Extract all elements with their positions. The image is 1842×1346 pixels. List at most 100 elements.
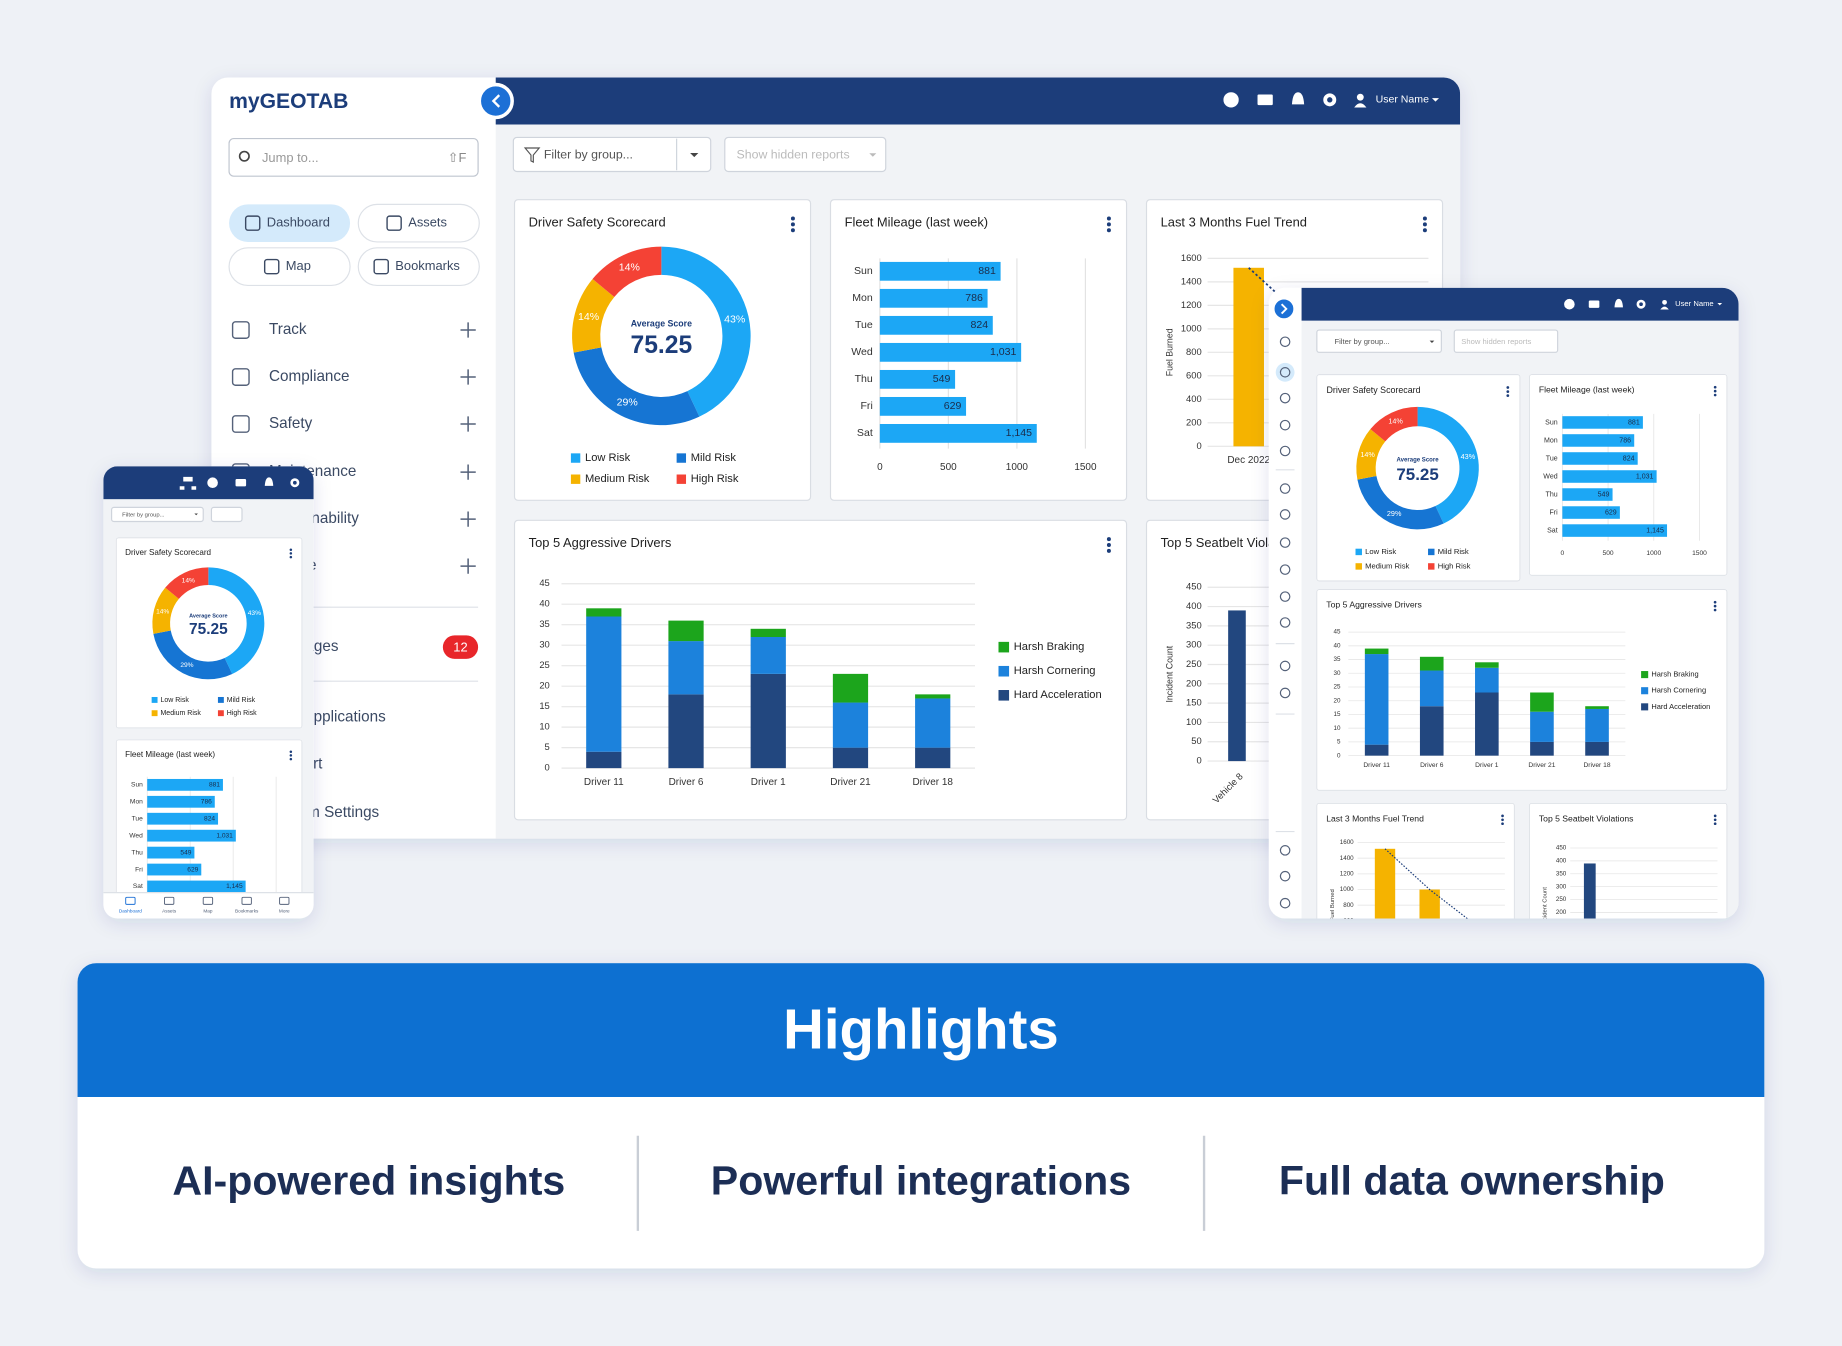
nav-icon[interactable] (241, 896, 252, 905)
notification-icon[interactable] (264, 477, 274, 486)
menu-item[interactable]: Compliance (269, 368, 350, 385)
nav-icon[interactable] (1279, 336, 1291, 348)
more-menu-dot[interactable] (1713, 604, 1717, 608)
nav-label[interactable]: Bookmarks (235, 909, 259, 914)
more-menu-dot[interactable] (1422, 222, 1427, 227)
more-menu-dot[interactable] (1501, 814, 1504, 818)
expand-icon[interactable] (460, 322, 476, 338)
filter-box[interactable] (512, 136, 712, 173)
more-menu-dot[interactable] (1106, 216, 1111, 221)
expand-button[interactable] (1272, 297, 1296, 321)
user-name[interactable]: User Name (1376, 94, 1430, 106)
settings-icon[interactable] (1323, 93, 1337, 107)
nav-icon[interactable] (1279, 591, 1291, 602)
nav-icon[interactable] (1279, 392, 1291, 404)
nav-icon[interactable] (1279, 845, 1291, 856)
user-icon[interactable] (1662, 299, 1667, 305)
hidden-reports-box[interactable] (724, 136, 887, 173)
more-menu-dot[interactable] (1506, 386, 1510, 389)
nav-icon[interactable] (1279, 564, 1291, 575)
more-menu-dot[interactable] (1713, 600, 1717, 604)
more-menu-dot[interactable] (1713, 393, 1717, 397)
help-icon[interactable] (207, 477, 218, 489)
more-menu-dot[interactable] (790, 222, 795, 227)
collapse-button[interactable] (477, 82, 514, 120)
help-icon[interactable] (1564, 298, 1575, 310)
y-tick-label: Mon (1544, 437, 1558, 444)
nav-icon[interactable] (1279, 687, 1291, 699)
mail-icon[interactable] (1588, 300, 1600, 308)
more-menu-dot[interactable] (1501, 822, 1504, 826)
nav-icon[interactable] (279, 896, 290, 905)
nav-label[interactable]: Dashboard (119, 909, 142, 914)
menu-item[interactable]: Track (269, 321, 307, 338)
hidden-reports-box[interactable] (1453, 329, 1559, 353)
nav-icon[interactable] (125, 896, 136, 905)
menu-item[interactable]: Safety (269, 415, 313, 432)
user-name[interactable]: User Name (1675, 299, 1714, 308)
value-label: 881 (209, 782, 220, 789)
more-menu-dot[interactable] (289, 754, 293, 757)
nav-label[interactable]: Map (203, 909, 213, 914)
more-menu-dot[interactable] (289, 552, 293, 555)
filter-box[interactable] (111, 506, 204, 523)
more-menu-dot[interactable] (1506, 394, 1510, 397)
nav-icon[interactable] (1279, 537, 1291, 548)
quick-link[interactable] (228, 247, 351, 286)
nav-icon[interactable] (1279, 509, 1291, 520)
more-menu-dot[interactable] (1106, 548, 1111, 553)
more-menu-dot[interactable] (1713, 818, 1717, 822)
expand-icon[interactable] (460, 558, 476, 574)
mail-icon[interactable] (235, 479, 247, 487)
more-menu-dot[interactable] (790, 216, 795, 221)
org-icon (179, 476, 197, 490)
notification-icon[interactable] (1291, 92, 1305, 105)
nav-icon[interactable] (1279, 483, 1291, 494)
more-menu-dot[interactable] (1106, 537, 1111, 542)
mail-icon[interactable] (1257, 94, 1273, 106)
more-menu-dot[interactable] (1713, 608, 1717, 612)
nav-icon[interactable] (1279, 419, 1291, 431)
more-menu-dot[interactable] (289, 548, 293, 551)
more-menu-dot[interactable] (1501, 818, 1504, 822)
more-menu-dot[interactable] (1106, 222, 1111, 227)
more-menu-dot[interactable] (1713, 814, 1717, 818)
settings-icon[interactable] (290, 478, 300, 488)
more-menu-dot[interactable] (289, 555, 293, 559)
user-icon[interactable] (1356, 93, 1364, 101)
more-menu-dot[interactable] (289, 757, 293, 761)
expand-icon[interactable] (460, 369, 476, 385)
filter-box[interactable] (1316, 329, 1442, 353)
nav-icon[interactable] (202, 896, 214, 905)
more-menu-dot[interactable] (790, 228, 795, 233)
more-menu-dot[interactable] (1713, 389, 1717, 393)
notification-icon[interactable] (1614, 298, 1623, 308)
more-menu-dot[interactable] (1506, 390, 1510, 393)
menu-box[interactable] (210, 506, 243, 523)
settings-icon[interactable] (1636, 299, 1646, 309)
nav-icon[interactable] (1279, 445, 1291, 457)
quick-link[interactable] (357, 247, 480, 286)
more-menu-dot[interactable] (1106, 228, 1111, 233)
nav-icon[interactable] (163, 896, 175, 905)
more-menu-dot[interactable] (289, 750, 293, 753)
search-box[interactable] (228, 138, 479, 177)
nav-icon[interactable] (1279, 367, 1291, 378)
expand-icon[interactable] (460, 416, 476, 432)
nav-label[interactable]: More (279, 909, 290, 914)
quick-link[interactable] (357, 203, 480, 243)
more-menu-dot[interactable] (1106, 542, 1111, 547)
nav-icon[interactable] (1279, 897, 1291, 909)
more-menu-dot[interactable] (1422, 216, 1427, 221)
quick-link[interactable] (229, 204, 351, 242)
more-menu-dot[interactable] (1713, 385, 1717, 389)
more-menu-dot[interactable] (1422, 228, 1427, 233)
nav-label[interactable]: Assets (162, 909, 177, 914)
nav-icon[interactable] (1279, 617, 1291, 628)
more-menu-dot[interactable] (1713, 822, 1717, 826)
expand-icon[interactable] (460, 511, 476, 527)
nav-icon[interactable] (1279, 660, 1291, 672)
help-icon[interactable] (1223, 92, 1239, 108)
nav-icon[interactable] (1279, 870, 1291, 882)
expand-icon[interactable] (460, 464, 476, 480)
